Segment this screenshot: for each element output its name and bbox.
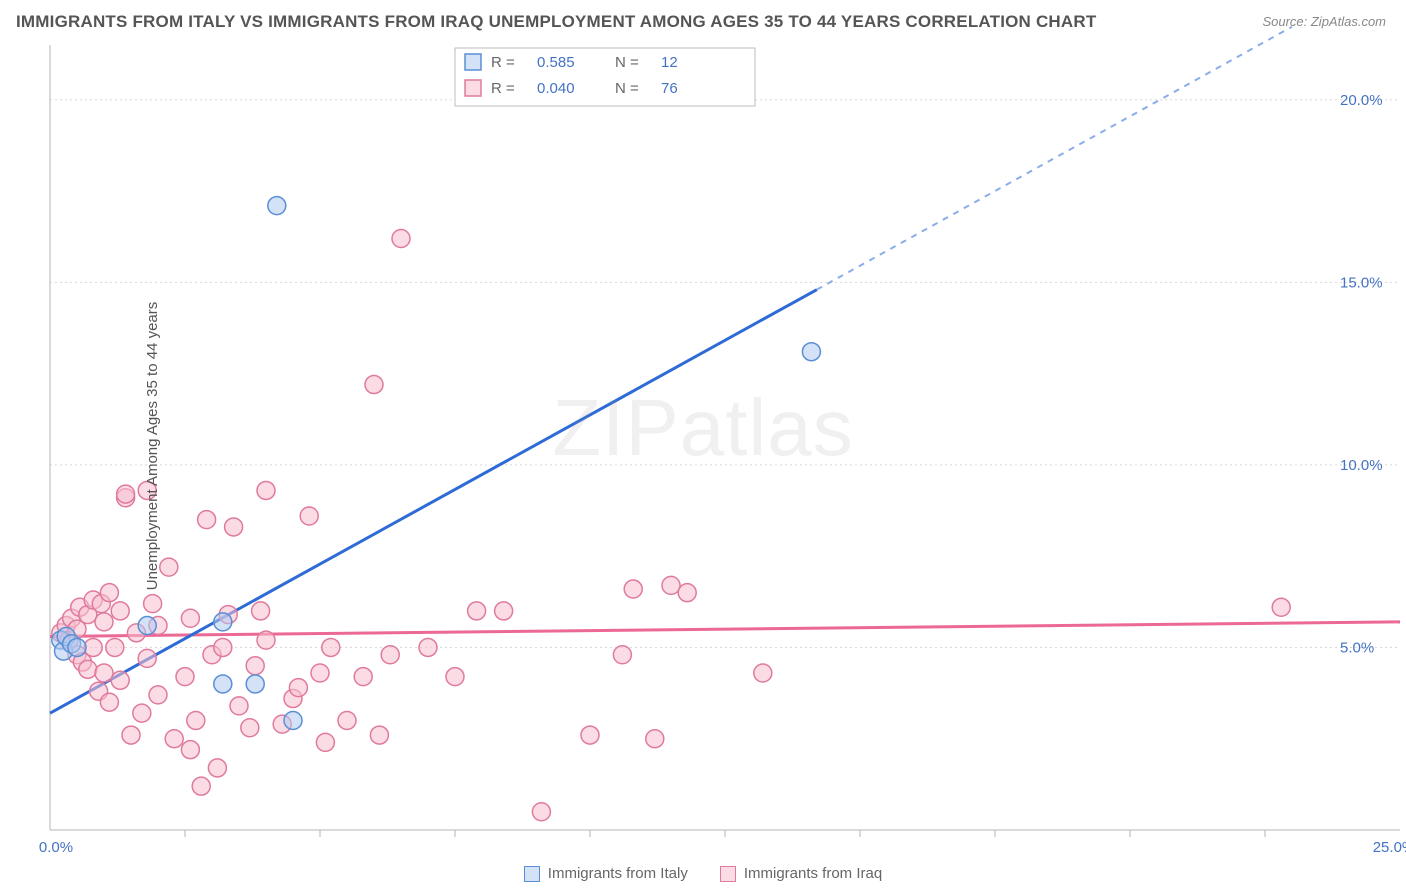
trend-line-italy-extrapolated <box>817 27 1292 290</box>
data-point <box>624 580 642 598</box>
data-point <box>268 197 286 215</box>
data-point <box>214 638 232 656</box>
data-point <box>300 507 318 525</box>
legend-swatch <box>465 54 481 70</box>
data-point <box>241 719 259 737</box>
legend-swatch <box>465 80 481 96</box>
y-tick-label: 10.0% <box>1340 457 1383 474</box>
data-point <box>532 803 550 821</box>
data-point <box>802 343 820 361</box>
data-point <box>95 613 113 631</box>
data-point <box>392 230 410 248</box>
data-point <box>446 668 464 686</box>
trend-line-iraq <box>50 622 1400 637</box>
data-point <box>181 741 199 759</box>
data-point <box>316 733 334 751</box>
data-point <box>322 638 340 656</box>
legend-r-value: 0.585 <box>537 54 575 71</box>
data-point <box>354 668 372 686</box>
data-point <box>678 584 696 602</box>
y-axis-label: Unemployment Among Ages 35 to 44 years <box>144 302 161 591</box>
data-point <box>181 609 199 627</box>
x-tick-label: 0.0% <box>39 839 73 856</box>
data-point <box>133 704 151 722</box>
data-point <box>370 726 388 744</box>
data-point <box>662 576 680 594</box>
legend-item: Immigrants from Iraq <box>720 865 882 882</box>
data-point <box>311 664 329 682</box>
legend-r-label: R = <box>491 54 515 71</box>
data-point <box>257 481 275 499</box>
data-point <box>495 602 513 620</box>
data-point <box>613 646 631 664</box>
data-point <box>79 660 97 678</box>
data-point <box>68 638 86 656</box>
data-point <box>138 617 156 635</box>
chart-title: IMMIGRANTS FROM ITALY VS IMMIGRANTS FROM… <box>16 12 1096 32</box>
data-point <box>198 511 216 529</box>
scatter-plot-svg: 5.0% 10.0% 15.0% 20.0% 0.0% 25.0% R = 0.585 N = 1… <box>0 0 1406 892</box>
bottom-legend: Immigrants from Italy Immigrants from Ira… <box>0 865 1406 882</box>
legend-swatch <box>720 866 736 882</box>
data-point <box>381 646 399 664</box>
correlation-chart: IMMIGRANTS FROM ITALY VS IMMIGRANTS FROM… <box>0 0 1406 892</box>
legend-n-label: N = <box>615 80 639 97</box>
legend-n-value: 12 <box>661 54 678 71</box>
legend-r-label: R = <box>491 80 515 97</box>
data-point <box>365 376 383 394</box>
data-point <box>187 711 205 729</box>
data-point <box>176 668 194 686</box>
data-point <box>338 711 356 729</box>
y-tick-label: 15.0% <box>1340 274 1383 291</box>
data-point <box>214 613 232 631</box>
x-tick-label: 25.0% <box>1373 839 1406 856</box>
data-point <box>106 638 124 656</box>
data-point <box>754 664 772 682</box>
data-point <box>225 518 243 536</box>
y-tick-label: 5.0% <box>1340 639 1374 656</box>
data-point <box>165 730 183 748</box>
data-point <box>214 675 232 693</box>
data-point <box>138 649 156 667</box>
data-point <box>468 602 486 620</box>
data-point <box>100 584 118 602</box>
data-point <box>419 638 437 656</box>
legend-r-value: 0.040 <box>537 80 575 97</box>
data-point <box>149 686 167 704</box>
data-point <box>289 679 307 697</box>
data-point <box>1272 598 1290 616</box>
legend-label: Immigrants from Iraq <box>744 865 882 882</box>
data-point <box>230 697 248 715</box>
data-point <box>284 711 302 729</box>
chart-source: Source: ZipAtlas.com <box>1262 14 1386 29</box>
data-point <box>160 558 178 576</box>
data-point <box>257 631 275 649</box>
data-point <box>252 602 270 620</box>
data-point <box>122 726 140 744</box>
data-point <box>100 693 118 711</box>
data-point <box>111 671 129 689</box>
legend-label: Immigrants from Italy <box>548 865 688 882</box>
data-point <box>144 595 162 613</box>
data-point <box>84 638 102 656</box>
data-point <box>581 726 599 744</box>
data-point <box>95 664 113 682</box>
y-tick-label: 20.0% <box>1340 92 1383 109</box>
data-point <box>208 759 226 777</box>
legend-item: Immigrants from Italy <box>524 865 688 882</box>
data-point <box>111 602 129 620</box>
data-point <box>192 777 210 795</box>
data-point <box>246 675 264 693</box>
data-point <box>646 730 664 748</box>
legend-n-label: N = <box>615 54 639 71</box>
legend-swatch <box>524 866 540 882</box>
legend-n-value: 76 <box>661 80 678 97</box>
data-point <box>246 657 264 675</box>
data-point <box>117 485 135 503</box>
